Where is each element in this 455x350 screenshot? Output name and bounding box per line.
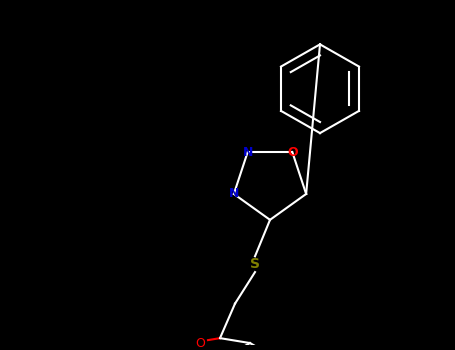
Text: S: S — [250, 257, 260, 271]
Text: O: O — [287, 146, 298, 159]
Text: N: N — [243, 146, 253, 159]
Text: O: O — [195, 337, 205, 350]
Text: N: N — [229, 188, 239, 201]
